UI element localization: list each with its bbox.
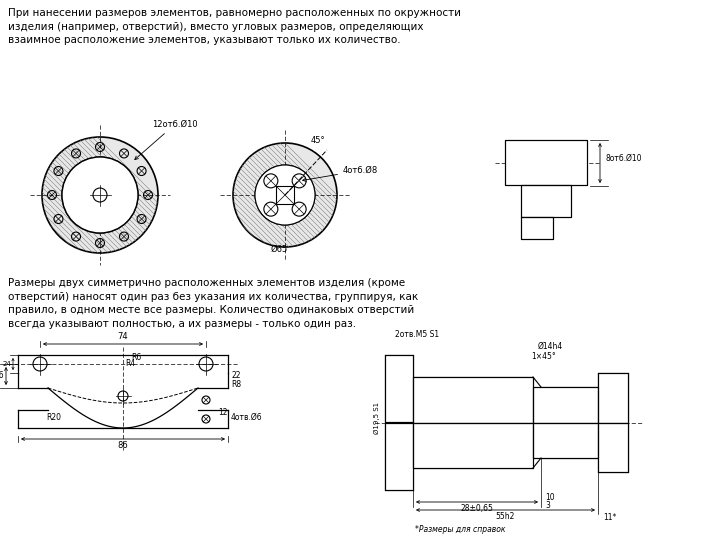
Text: 1×45°: 1×45°: [531, 352, 556, 361]
Text: 26: 26: [0, 372, 4, 381]
Text: 45°: 45°: [311, 136, 325, 145]
Circle shape: [233, 143, 337, 247]
Text: *Размеры для справок: *Размеры для справок: [415, 525, 505, 534]
Polygon shape: [385, 422, 413, 489]
Circle shape: [62, 157, 138, 233]
Polygon shape: [413, 377, 533, 422]
Text: При нанесении размеров элементов, равномерно расположенных по окружности
изделия: При нанесении размеров элементов, равном…: [8, 8, 461, 45]
Text: 10: 10: [545, 493, 554, 502]
Text: 55h2: 55h2: [496, 512, 516, 521]
Polygon shape: [598, 373, 628, 422]
Circle shape: [42, 137, 158, 253]
Text: Размеры двух симметрично расположенных элементов изделия (кроме
отверстий) нанос: Размеры двух симметрично расположенных э…: [8, 278, 418, 329]
Text: 4отб.Ø8: 4отб.Ø8: [302, 166, 378, 181]
Text: 12: 12: [218, 408, 228, 417]
Text: 24: 24: [2, 361, 11, 367]
Circle shape: [62, 157, 138, 233]
Polygon shape: [505, 140, 587, 185]
Text: R4: R4: [125, 359, 135, 368]
Text: 12отб.Ø10: 12отб.Ø10: [135, 120, 197, 159]
Text: 4отв.Ø6: 4отв.Ø6: [231, 413, 263, 422]
Text: R20: R20: [46, 413, 61, 422]
Circle shape: [255, 165, 315, 225]
Text: 74: 74: [117, 332, 128, 341]
Text: 22: 22: [231, 371, 240, 380]
Text: 86: 86: [117, 441, 128, 450]
Polygon shape: [385, 355, 413, 422]
Text: R6: R6: [131, 353, 141, 362]
Text: R8: R8: [231, 380, 241, 389]
Text: Ø19,5 S1: Ø19,5 S1: [374, 401, 380, 434]
Bar: [276, 186, 294, 204]
Polygon shape: [521, 185, 571, 217]
Polygon shape: [533, 387, 598, 422]
Circle shape: [255, 165, 315, 225]
Text: 11*: 11*: [603, 513, 616, 522]
Polygon shape: [598, 422, 628, 472]
Text: Ø65: Ø65: [271, 245, 288, 254]
Text: 8отб.Ø10: 8отб.Ø10: [605, 153, 642, 163]
Polygon shape: [413, 422, 533, 468]
Text: Ø14h4: Ø14h4: [538, 342, 563, 351]
Text: 28±0,65: 28±0,65: [461, 504, 493, 513]
Text: 2отв.М5 S1: 2отв.М5 S1: [395, 330, 439, 339]
Polygon shape: [533, 422, 598, 458]
Polygon shape: [521, 217, 553, 239]
Text: 3: 3: [545, 501, 550, 510]
